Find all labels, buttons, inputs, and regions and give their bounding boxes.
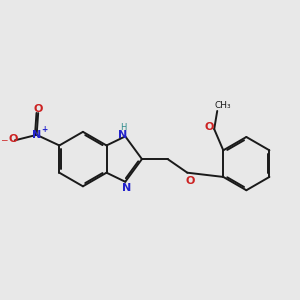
Text: −: − [0,135,7,144]
Text: O: O [9,134,18,144]
Text: H: H [120,123,126,132]
Text: O: O [185,176,194,186]
Text: N: N [32,130,41,140]
Text: O: O [205,122,214,132]
Text: N: N [118,130,128,140]
Text: +: + [41,125,47,134]
Text: N: N [122,183,131,194]
Text: O: O [34,103,43,113]
Text: CH₃: CH₃ [214,101,231,110]
